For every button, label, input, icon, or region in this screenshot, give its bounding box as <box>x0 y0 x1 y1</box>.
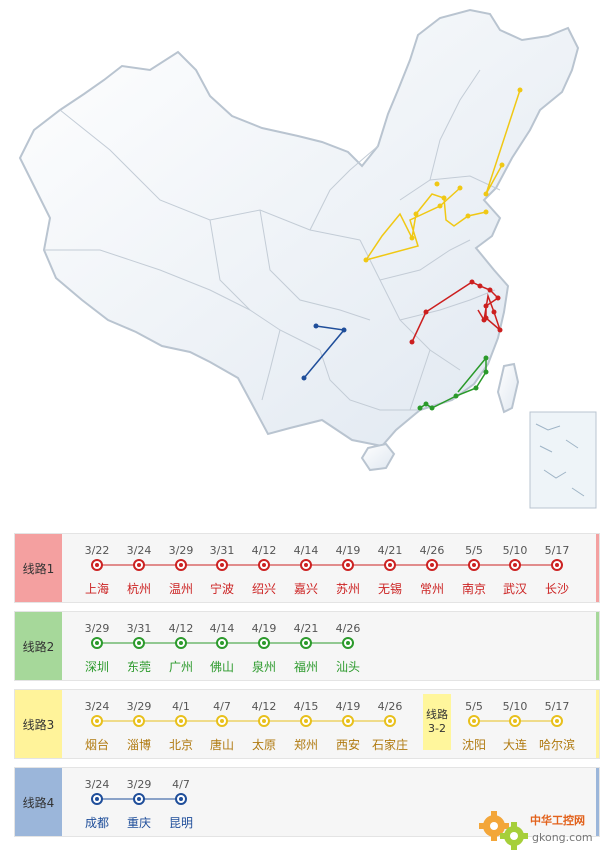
watermark-name: 中华工控网 <box>530 814 585 827</box>
route-3-city-1[interactable]: 烟台 <box>84 738 109 752</box>
route-4-tab[interactable]: 线路4 <box>15 768 62 836</box>
route-1-city-3[interactable]: 温州 <box>168 582 193 596</box>
route-1-date-10: 5/5 <box>465 544 483 557</box>
route-2-city-2[interactable]: 东莞 <box>126 660 151 674</box>
hainan-island <box>360 442 396 472</box>
route-2-date-7: 4/26 <box>335 622 361 635</box>
route-2-city-4[interactable]: 佛山 <box>209 660 234 674</box>
route-1-date-1: 3/22 <box>84 544 110 557</box>
route-1-date-6: 4/14 <box>293 544 319 557</box>
route-3-date-1: 3/24 <box>84 700 110 713</box>
route-3-2-date-1: 5/5 <box>465 700 483 713</box>
route-3-line <box>91 715 563 727</box>
route-3-city-3[interactable]: 北京 <box>168 738 193 752</box>
route-3-edge <box>596 690 599 758</box>
route-1-date-3: 3/29 <box>168 544 194 557</box>
gkong-watermark: 中华工控网 gkong.com <box>478 804 606 856</box>
route-3-2-city-1[interactable]: 沈阳 <box>461 738 486 752</box>
route-4-date-3: 4/7 <box>172 778 190 791</box>
south-china-sea-inset <box>529 411 597 509</box>
route-3-city-8[interactable]: 石家庄 <box>371 738 408 752</box>
map-route-2 <box>417 355 489 411</box>
route-1-date-12: 5/17 <box>544 544 570 557</box>
route-1-line <box>91 559 563 571</box>
route-3-date-6: 4/15 <box>293 700 319 713</box>
route-4-city-1[interactable]: 成都 <box>84 816 109 830</box>
route-1-city-11[interactable]: 武汉 <box>502 582 527 596</box>
route-1-city-10[interactable]: 南京 <box>461 582 486 596</box>
route-2-date-4: 4/14 <box>209 622 235 635</box>
route-3-date-3: 4/1 <box>172 700 190 713</box>
route-3-panel: 线路3 线路 3-2 3/24 3/29 4/1 4/7 4/12 4/15 4… <box>14 689 600 759</box>
route-3-2-city-3[interactable]: 哈尔滨 <box>538 738 575 752</box>
route-2-city-7[interactable]: 汕头 <box>335 660 360 674</box>
route-1-date-7: 4/19 <box>335 544 361 557</box>
route-2-edge <box>596 612 599 680</box>
route-2-panel: 线路2 3/29 3/31 4/12 4/14 4/19 4/21 4/26 深… <box>14 611 600 681</box>
route-2-tab[interactable]: 线路2 <box>15 612 62 680</box>
route-3-city-6[interactable]: 郑州 <box>293 738 318 752</box>
route-2-city-5[interactable]: 泉州 <box>251 660 276 674</box>
route-1-date-2: 3/24 <box>126 544 152 557</box>
route-3-2-label[interactable]: 线路 3-2 <box>423 694 451 750</box>
route-3-2-date-2: 5/10 <box>502 700 528 713</box>
route-1-date-8: 4/21 <box>377 544 403 557</box>
route-3-2-label-line1: 线路 <box>426 708 448 721</box>
taiwan-island <box>496 362 520 414</box>
route-4-city-3[interactable]: 昆明 <box>168 816 193 830</box>
route-3-date-4: 4/7 <box>213 700 231 713</box>
map-route-1 <box>409 279 503 345</box>
route-2-city-3[interactable]: 广州 <box>168 660 193 674</box>
route-1-city-2[interactable]: 杭州 <box>126 582 151 596</box>
route-3-2-label-line2: 3-2 <box>428 722 446 735</box>
route-1-tab[interactable]: 线路1 <box>15 534 62 602</box>
map-route-3 <box>363 87 523 263</box>
route-1-city-8[interactable]: 无锡 <box>377 582 402 596</box>
route-3-city-4[interactable]: 唐山 <box>209 738 234 752</box>
route-1-city-4[interactable]: 宁波 <box>209 582 234 596</box>
route-3-date-5: 4/12 <box>251 700 277 713</box>
route-3-city-5[interactable]: 太原 <box>251 738 276 752</box>
map-route-4 <box>301 323 347 381</box>
route-1-panel: 线路1 3/22 3/24 3/29 3/31 4/12 4/14 4/19 4… <box>14 533 600 603</box>
route-4-date-1: 3/24 <box>84 778 110 791</box>
route-2-date-6: 4/21 <box>293 622 319 635</box>
route-1-city-6[interactable]: 嘉兴 <box>293 582 318 596</box>
route-2-city-1[interactable]: 深圳 <box>84 660 109 674</box>
route-3-date-2: 3/29 <box>126 700 152 713</box>
route-3-date-7: 4/19 <box>335 700 361 713</box>
province-borders <box>44 69 501 411</box>
route-3-city-7[interactable]: 西安 <box>335 738 360 752</box>
route-2-date-2: 3/31 <box>126 622 152 635</box>
route-1-city-12[interactable]: 长沙 <box>544 582 569 596</box>
route-2-city-6[interactable]: 福州 <box>293 660 318 674</box>
route-2-date-3: 4/12 <box>168 622 194 635</box>
route-3-2-date-3: 5/17 <box>544 700 570 713</box>
route-3-tab[interactable]: 线路3 <box>15 690 62 758</box>
route-3-2-city-2[interactable]: 大连 <box>502 738 527 752</box>
route-1-city-9[interactable]: 常州 <box>419 582 444 596</box>
route-1-city-1[interactable]: 上海 <box>84 582 109 596</box>
route-4-line <box>91 793 187 805</box>
route-1-date-11: 5/10 <box>502 544 528 557</box>
route-1-city-7[interactable]: 苏州 <box>335 582 360 596</box>
route-2-date-5: 4/19 <box>251 622 277 635</box>
route-1-city-5[interactable]: 绍兴 <box>251 582 276 596</box>
gear-icon <box>479 811 528 850</box>
route-1-date-9: 4/26 <box>419 544 445 557</box>
route-4-date-2: 3/29 <box>126 778 152 791</box>
route-1-date-4: 3/31 <box>209 544 235 557</box>
route-2-date-1: 3/29 <box>84 622 110 635</box>
watermark-domain: gkong.com <box>532 831 593 844</box>
route-4-edge <box>596 768 599 836</box>
route-4-city-2[interactable]: 重庆 <box>126 816 151 830</box>
route-1-edge <box>596 534 599 602</box>
route-3-city-2[interactable]: 淄博 <box>126 738 151 752</box>
route-2-line <box>91 637 354 649</box>
route-3-date-8: 4/26 <box>377 700 403 713</box>
china-route-map <box>18 8 597 509</box>
route-1-date-5: 4/12 <box>251 544 277 557</box>
china-landmass <box>18 8 580 448</box>
